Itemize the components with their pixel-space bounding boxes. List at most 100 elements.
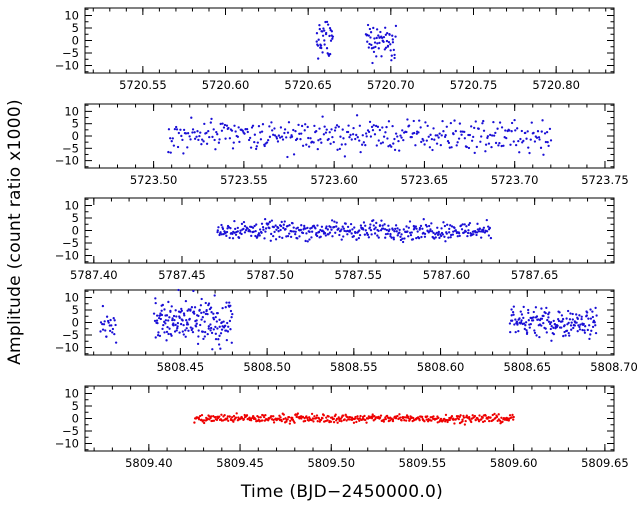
data-point: [308, 238, 311, 241]
data-point: [228, 415, 231, 418]
data-point: [282, 223, 285, 226]
data-point: [366, 233, 370, 236]
data-point: [535, 334, 538, 337]
data-point: [400, 419, 403, 422]
data-point: [316, 420, 319, 423]
data-point: [105, 335, 108, 338]
data-point: [468, 416, 471, 419]
data-point: [304, 227, 307, 230]
data-point: [267, 139, 270, 142]
data-point: [505, 136, 508, 140]
data-point: [524, 321, 528, 324]
data-point: [569, 312, 572, 315]
data-point: [385, 228, 389, 232]
data-point: [456, 235, 459, 238]
data-point: [375, 55, 378, 58]
data-point: [292, 153, 296, 156]
data-point: [283, 220, 286, 223]
data-point: [201, 330, 205, 333]
data-point: [399, 235, 402, 238]
data-point: [225, 301, 228, 304]
data-point: [565, 317, 568, 320]
data-point: [333, 225, 336, 229]
data-point: [354, 415, 357, 419]
data-point: [165, 330, 169, 334]
data-point: [199, 414, 202, 418]
data-point: [513, 118, 516, 122]
data-point: [264, 230, 267, 233]
data-point: [287, 415, 291, 419]
data-point: [394, 35, 397, 38]
data-point: [282, 226, 285, 230]
data-point: [423, 235, 427, 238]
data-point: [465, 414, 468, 417]
x-tick-label: 5723.70: [491, 173, 539, 187]
data-point: [225, 230, 229, 234]
data-point: [313, 124, 316, 128]
data-point: [549, 327, 552, 331]
y-tick-label: −5: [62, 141, 79, 155]
data-point: [304, 123, 307, 126]
data-point: [254, 229, 257, 233]
data-point: [444, 413, 448, 417]
data-point: [494, 141, 498, 145]
data-point: [438, 236, 441, 239]
data-point: [296, 412, 300, 415]
data-point: [491, 413, 494, 417]
data-point: [519, 137, 522, 141]
data-point: [212, 419, 216, 422]
data-point: [158, 334, 162, 338]
data-point: [329, 420, 333, 423]
x-tick-label: 5787.40: [70, 268, 118, 282]
data-point: [579, 323, 582, 326]
data-point: [316, 44, 320, 47]
data-point: [334, 126, 337, 129]
data-point: [330, 30, 334, 33]
data-point: [372, 219, 375, 222]
data-point: [565, 329, 569, 332]
data-point: [414, 225, 418, 228]
data-point: [490, 134, 494, 137]
data-point: [263, 144, 266, 148]
data-point: [264, 227, 268, 230]
data-point: [484, 143, 488, 146]
data-point: [193, 421, 196, 424]
data-point: [300, 124, 304, 128]
data-point: [321, 115, 324, 118]
data-point: [369, 229, 373, 232]
data-point: [191, 327, 194, 330]
data-point: [107, 321, 110, 324]
data-point: [253, 140, 256, 144]
data-point: [528, 326, 531, 329]
data-point: [318, 27, 321, 31]
data-point: [384, 232, 388, 236]
data-point: [467, 146, 471, 150]
data-point: [359, 150, 362, 154]
data-point: [390, 54, 393, 57]
panels-group: 5720.55 5720.60 5720.65 5720.70 5720.75 5720.…: [55, 7, 637, 470]
data-point: [441, 233, 444, 236]
data-point: [520, 319, 523, 322]
data-point: [542, 314, 545, 318]
data-point: [284, 228, 287, 231]
data-point: [233, 231, 236, 234]
data-point: [214, 148, 217, 151]
data-point: [379, 229, 383, 232]
data-point: [268, 125, 271, 128]
data-point: [591, 325, 595, 329]
data-point: [281, 236, 284, 239]
data-point: [295, 415, 298, 419]
data-point: [231, 147, 235, 150]
data-point: [307, 136, 310, 140]
data-point: [464, 419, 467, 423]
data-point: [197, 416, 200, 419]
data-point: [325, 20, 329, 23]
data-point: [553, 323, 557, 326]
data-point: [368, 42, 371, 46]
data-point: [510, 130, 513, 133]
data-point: [511, 319, 514, 322]
data-point: [196, 130, 199, 133]
data-point: [359, 414, 362, 418]
x-tick-label: 5723.75: [581, 173, 629, 187]
data-point: [174, 309, 177, 312]
